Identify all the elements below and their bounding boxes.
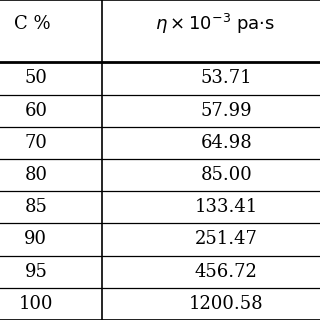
Text: 100: 100 — [19, 295, 53, 313]
Text: 456.72: 456.72 — [195, 263, 258, 281]
Text: 64.98: 64.98 — [201, 134, 252, 152]
Text: C %: C % — [14, 15, 51, 33]
Text: 70: 70 — [24, 134, 47, 152]
Text: 251.47: 251.47 — [195, 230, 258, 249]
Text: 85.00: 85.00 — [201, 166, 252, 184]
Text: 50: 50 — [24, 69, 47, 87]
Text: $\eta \times 10^{-3}\ \mathrm{pa{\cdot}s}$: $\eta \times 10^{-3}\ \mathrm{pa{\cdot}s… — [156, 12, 276, 36]
Text: 1200.58: 1200.58 — [189, 295, 264, 313]
Text: 53.71: 53.71 — [201, 69, 252, 87]
Text: 95: 95 — [24, 263, 47, 281]
Text: 90: 90 — [24, 230, 47, 249]
Text: 60: 60 — [24, 102, 47, 120]
Text: 85: 85 — [24, 198, 47, 216]
Text: 133.41: 133.41 — [195, 198, 258, 216]
Text: 57.99: 57.99 — [201, 102, 252, 120]
Text: 80: 80 — [24, 166, 47, 184]
